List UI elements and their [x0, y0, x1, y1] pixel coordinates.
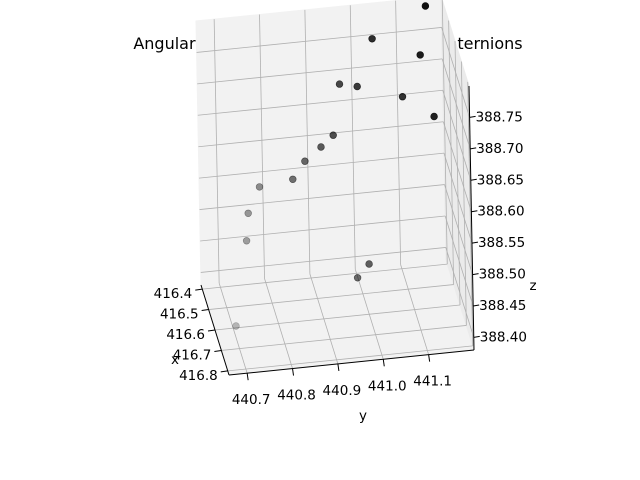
grid-line-y-floor: [354, 269, 384, 360]
data-point: [353, 274, 362, 282]
y-tick-mark: [337, 363, 340, 371]
data-point: [242, 237, 251, 245]
x-tick-mark: [214, 349, 222, 352]
data-point: [430, 112, 438, 121]
z-tick-mark: [471, 210, 478, 213]
data-point: [232, 322, 240, 330]
x-tick-label: 416.4: [154, 286, 193, 302]
x-tick-label: 416.6: [166, 327, 205, 343]
z-tick-mark: [473, 335, 480, 338]
grid-line-x-floor: [221, 325, 467, 351]
grid-line-z-back: [198, 152, 445, 179]
grid-line-z-side: [445, 247, 475, 338]
z-tick-mark: [470, 147, 477, 150]
x-tick-mark: [195, 288, 203, 291]
grid-line-y-floor: [400, 264, 430, 355]
data-points: [232, 2, 438, 330]
y-tick-mark: [382, 359, 385, 367]
z-tick-label: 388.75: [476, 109, 523, 125]
data-point: [255, 183, 264, 191]
grid-line-z-back: [200, 247, 446, 273]
data-point: [365, 260, 373, 268]
z-tick-mark: [470, 178, 477, 181]
grid-line-y-floor: [264, 278, 293, 369]
grid-lines: [196, 0, 475, 374]
z-tick-label: 388.40: [480, 329, 527, 345]
z-tick-label: 388.45: [479, 298, 526, 314]
x-tick-label: 416.7: [173, 347, 212, 363]
data-point: [353, 82, 361, 91]
grid-line-z-side: [443, 153, 473, 244]
data-point: [416, 51, 424, 59]
y-axis-line: [228, 349, 475, 376]
grid-line-z-side: [442, 90, 472, 181]
back-pane: [195, 0, 447, 286]
x-tick-mark: [207, 329, 216, 332]
grid-line-y-floor: [218, 283, 248, 374]
data-point: [301, 157, 309, 165]
data-point: [368, 35, 376, 43]
x-tick-label: 416.8: [179, 368, 218, 384]
data-point: [329, 131, 337, 139]
grid-line-x-floor: [227, 345, 473, 372]
grid-line-z-back: [200, 215, 446, 242]
grid-line-z-back: [197, 58, 443, 85]
y-tick-mark: [246, 373, 249, 381]
x-tick-mark: [220, 370, 228, 373]
axis-panes: [195, 0, 475, 376]
grid-line-z-side: [441, 58, 471, 149]
z-tick-label: 388.55: [478, 235, 525, 251]
grid-line-z-side: [442, 121, 472, 212]
data-point: [421, 2, 430, 10]
grid-line-x-floor: [214, 304, 461, 331]
grid-line-z-back: [199, 184, 445, 210]
y-tick-label: 441.1: [413, 374, 452, 390]
grid-line-z-side: [444, 184, 473, 275]
data-point: [289, 175, 297, 184]
axis-lines: [195, 85, 480, 381]
y-tick-label: 440.7: [232, 392, 271, 408]
z-tick-label: 388.60: [477, 204, 524, 220]
z-tick-mark: [471, 241, 479, 244]
grid-line-z-back: [196, 27, 442, 53]
z-tick-label: 388.50: [479, 267, 526, 283]
grid-line-z-side: [444, 215, 474, 307]
data-point: [317, 143, 325, 151]
x-tick-label: 416.5: [160, 307, 199, 323]
z-tick-mark: [472, 273, 479, 276]
z-tick-mark: [473, 304, 480, 307]
y-tick-mark: [428, 354, 431, 362]
grid-line-x-floor: [208, 284, 454, 310]
y-tick-mark: [292, 368, 295, 376]
z-axis-label: z: [529, 278, 536, 294]
y-axis-label: y: [359, 408, 367, 424]
data-point: [335, 80, 344, 88]
data-point: [398, 92, 407, 101]
grid-line-z-back: [198, 121, 444, 148]
z-tick-label: 388.70: [476, 141, 523, 157]
y-tick-label: 440.9: [323, 383, 362, 399]
z-tick-mark: [469, 115, 476, 118]
tick-labels: 416.4 416.5 416.6 416.7 416.8 440.7 440.8 440.9…: [154, 109, 527, 408]
x-axis-label: x: [171, 352, 179, 368]
data-point: [244, 209, 252, 218]
y-tick-label: 440.8: [277, 388, 316, 404]
z-tick-label: 388.65: [477, 172, 524, 188]
x-tick-mark: [201, 309, 209, 312]
grid-line-y-floor: [309, 273, 339, 365]
y-tick-label: 441.0: [368, 378, 407, 394]
grid-line-x-floor: [202, 263, 448, 290]
grid-line-z-side: [441, 27, 470, 118]
